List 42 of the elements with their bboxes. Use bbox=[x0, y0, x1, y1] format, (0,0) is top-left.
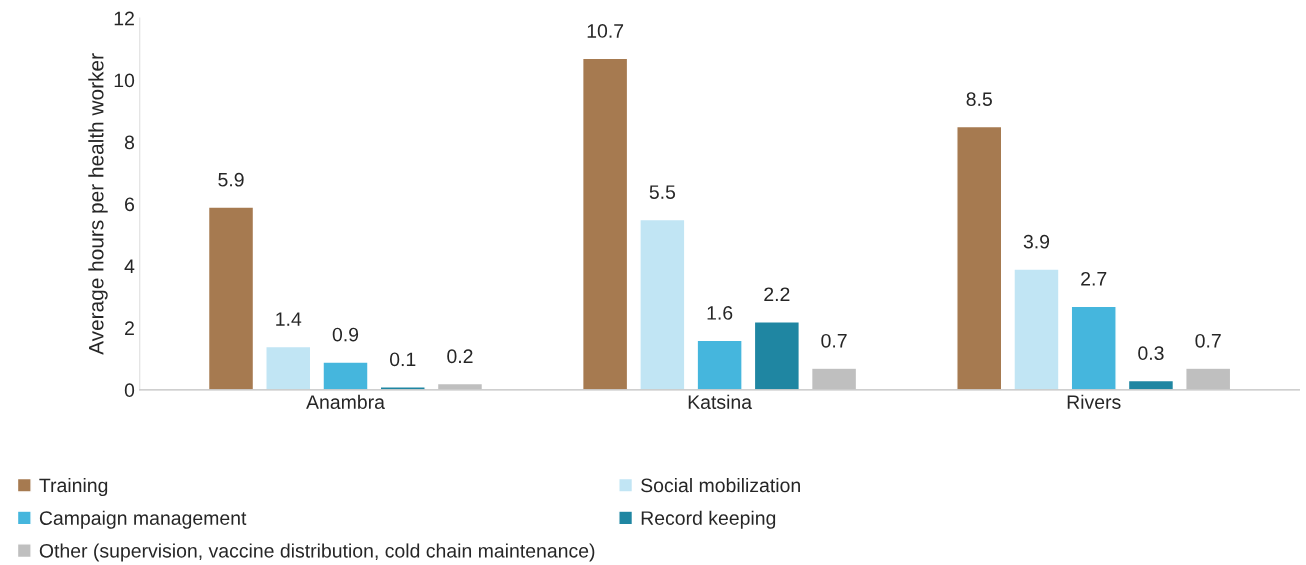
y-axis-title: Average hours per health worker bbox=[88, 53, 108, 355]
bar bbox=[696, 339, 743, 390]
legend-label: Record keeping bbox=[641, 510, 776, 529]
y-tick-label: 0 bbox=[124, 383, 135, 398]
data-label: 0.9 bbox=[332, 327, 359, 342]
data-label: 2.2 bbox=[764, 287, 790, 301]
bar bbox=[581, 57, 629, 390]
data-label: 0.7 bbox=[821, 333, 847, 348]
legend-label: Training bbox=[39, 477, 108, 497]
y-tick-label: 6 bbox=[125, 197, 135, 212]
legend-label: Other (supervision, vaccine distribution, cold chain maintenance) bbox=[39, 543, 595, 562]
data-label: 1.6 bbox=[707, 306, 733, 320]
data-label: 0.3 bbox=[1138, 346, 1164, 361]
data-label: 0.1 bbox=[389, 352, 416, 367]
bar bbox=[1013, 268, 1060, 390]
data-label: 3.9 bbox=[1023, 234, 1050, 249]
y-tick-label: 8 bbox=[124, 135, 135, 150]
x-tick-label: Rivers bbox=[1067, 394, 1121, 409]
x-tick-label: Katsina bbox=[688, 394, 753, 409]
data-label: 2.7 bbox=[1081, 271, 1107, 286]
bar bbox=[956, 125, 1003, 390]
bar bbox=[639, 218, 686, 390]
data-label: 5.9 bbox=[218, 172, 244, 187]
y-tick-label: 10 bbox=[114, 73, 135, 88]
bar bbox=[1070, 305, 1117, 390]
data-label: 8.5 bbox=[966, 92, 992, 106]
bar bbox=[1127, 379, 1175, 390]
data-label: 0.7 bbox=[1195, 333, 1221, 348]
data-label: 0.2 bbox=[447, 349, 473, 364]
bar bbox=[322, 361, 369, 390]
x-tick-label: Anambra bbox=[306, 394, 385, 409]
bar bbox=[207, 206, 255, 390]
legend-label: Social mobilization bbox=[641, 477, 800, 493]
legend-label: Campaign management bbox=[39, 510, 247, 529]
y-tick-label: 4 bbox=[124, 259, 135, 273]
y-tick-label: 2 bbox=[125, 321, 134, 335]
data-label: 5.5 bbox=[649, 185, 676, 199]
y-tick-label: 12 bbox=[114, 11, 134, 26]
data-label: 10.7 bbox=[587, 24, 624, 38]
bar bbox=[265, 345, 312, 390]
bar bbox=[753, 320, 800, 390]
data-label: 1.4 bbox=[276, 312, 302, 326]
